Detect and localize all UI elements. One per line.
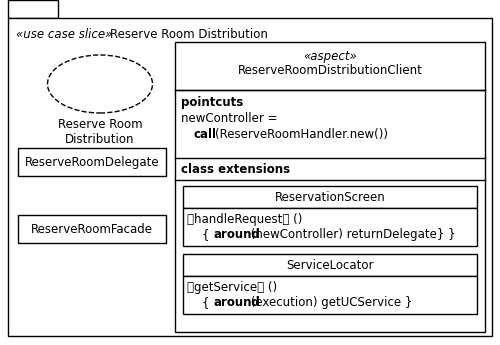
Text: ServiceLocator: ServiceLocator: [286, 259, 374, 272]
Text: call: call: [193, 128, 216, 141]
Text: class extensions: class extensions: [181, 163, 290, 176]
Bar: [175, 42, 485, 332]
Text: Reserve Room
Distribution: Reserve Room Distribution: [58, 118, 142, 146]
Text: newController =: newController =: [181, 112, 278, 125]
Text: «aspect»: «aspect»: [303, 50, 357, 63]
Text: 〈getService〉 (): 〈getService〉 (): [187, 281, 277, 294]
Bar: [183, 276, 477, 314]
Bar: [183, 254, 477, 276]
Bar: [183, 186, 477, 208]
Bar: [18, 148, 166, 176]
Text: (ReserveRoomHandler.new()): (ReserveRoomHandler.new()): [215, 128, 388, 141]
Text: {: {: [187, 296, 210, 309]
Text: «use case slice»: «use case slice»: [16, 28, 112, 41]
Text: pointcuts: pointcuts: [181, 96, 243, 109]
Text: (execution) getUCService }: (execution) getUCService }: [247, 296, 412, 309]
Bar: [8, 0, 58, 18]
Text: (newController) returnDelegate} }: (newController) returnDelegate} }: [247, 228, 456, 241]
Bar: [18, 215, 166, 243]
Text: Reserve Room Distribution: Reserve Room Distribution: [110, 28, 268, 41]
Text: ReservationScreen: ReservationScreen: [274, 191, 386, 204]
Text: {: {: [187, 228, 210, 241]
Text: around: around: [213, 228, 260, 241]
Text: 〈handleRequest〉 (): 〈handleRequest〉 (): [187, 213, 302, 226]
Bar: [183, 208, 477, 246]
Text: ReserveRoomFacade: ReserveRoomFacade: [31, 223, 153, 236]
Text: ReserveRoomDelegate: ReserveRoomDelegate: [24, 156, 160, 169]
Text: around: around: [213, 296, 260, 309]
Text: ReserveRoomDistributionClient: ReserveRoomDistributionClient: [238, 64, 422, 77]
